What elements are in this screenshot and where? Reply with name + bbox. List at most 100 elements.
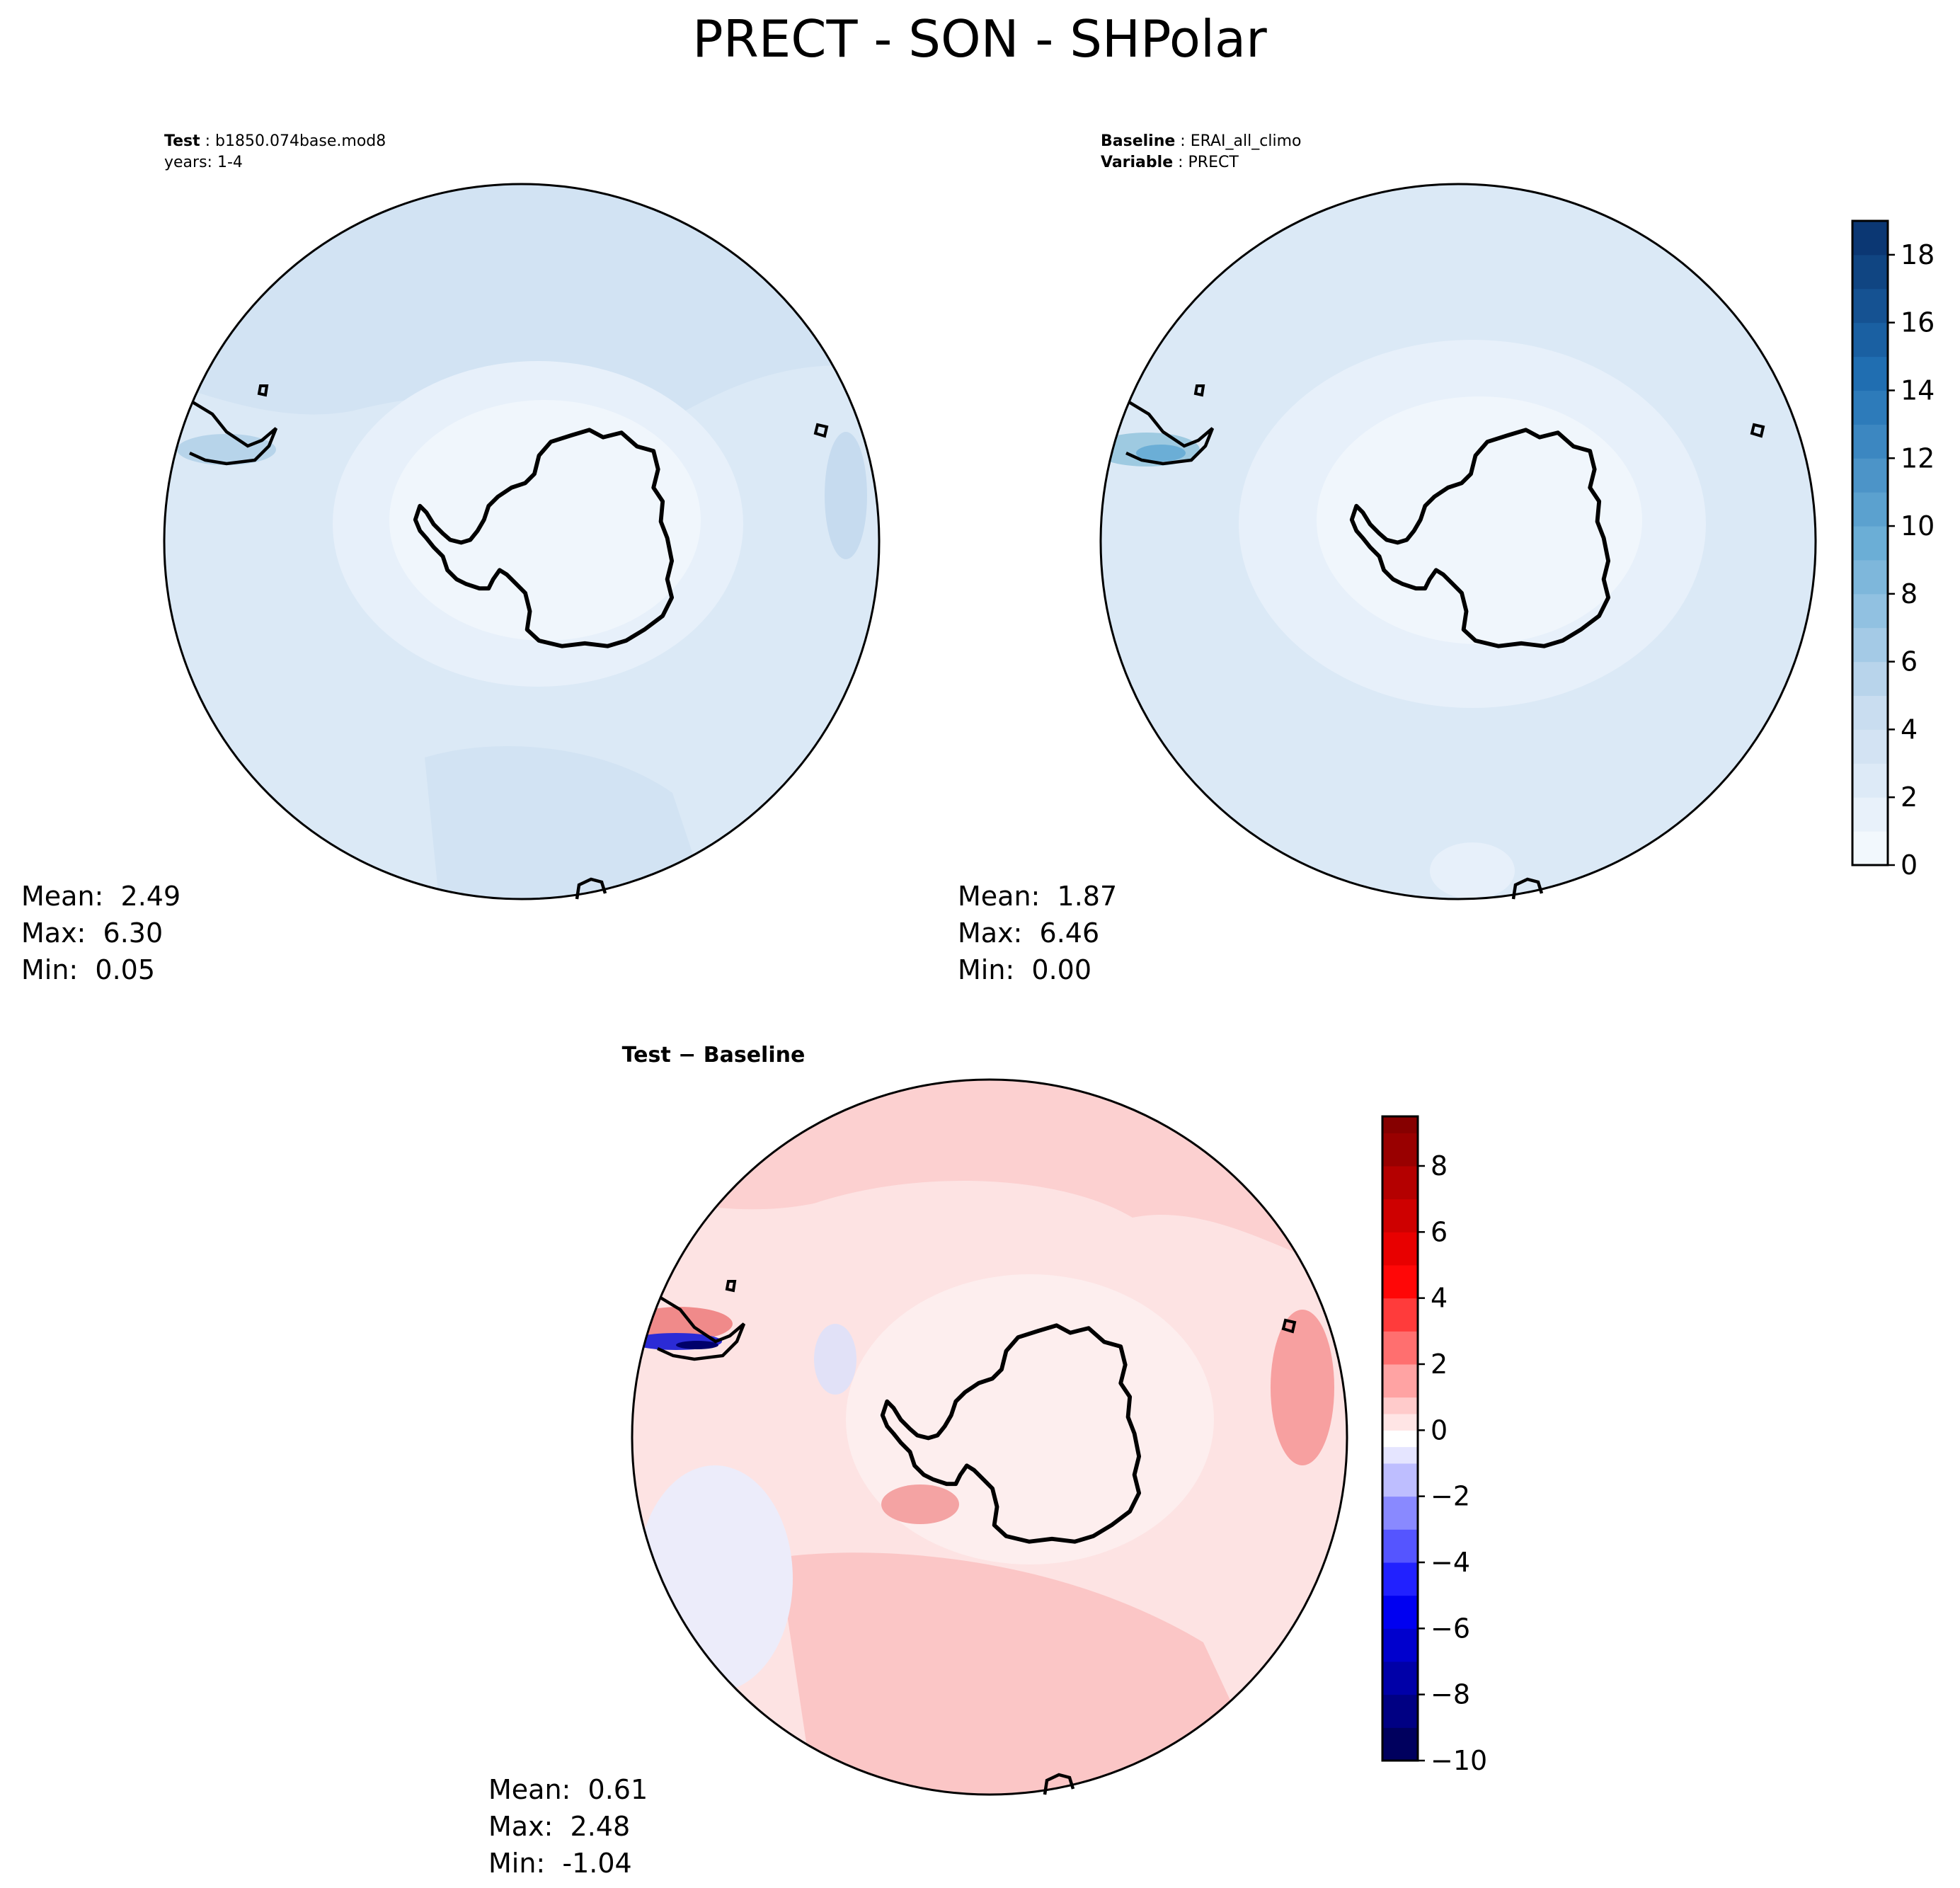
colorbar-blues-tick-label: 0 [1901, 849, 1918, 881]
field-peak [1136, 445, 1186, 462]
field-band-high [825, 432, 867, 559]
coastline-south-america [189, 401, 278, 466]
baseline-mean-value: 1.87 [1057, 881, 1118, 912]
min-label: Min: [488, 1848, 546, 1879]
variable-name: PRECT [1188, 154, 1239, 171]
colorbar-blues-tick-label: 6 [1901, 646, 1918, 677]
difference-stats: Mean: 0.61 Max: 2.48 Min: -1.04 [488, 1771, 648, 1882]
colorbar-blues-level [1852, 288, 1888, 324]
colorbar-diverging-level [1382, 1496, 1418, 1530]
colorbar-diverging-tick-label: 8 [1431, 1150, 1448, 1182]
panel-baseline-map [1099, 183, 1817, 900]
mean-label: Mean: [958, 881, 1041, 912]
colorbar-blues-level [1852, 695, 1888, 730]
colorbar-diverging-level [1382, 1414, 1418, 1431]
colorbar-blues-tick-label: 18 [1901, 239, 1935, 270]
baseline-min-value: 0.00 [1031, 954, 1092, 985]
difference-min-value: -1.04 [562, 1848, 632, 1879]
test-panel-header: Test : b1850.074base.mod8 years: 1-4 [164, 131, 386, 173]
colorbar-diverging-level [1382, 1661, 1418, 1695]
colorbar-blues-level [1852, 458, 1888, 493]
field-band-lowest [389, 400, 701, 641]
colorbar-diverging-tick-label: −6 [1431, 1613, 1470, 1644]
colorbar-blues-level [1852, 424, 1888, 459]
colorbar-diverging-level [1382, 1446, 1418, 1464]
colorbar-blues-frame [1851, 219, 1889, 866]
colorbar-diverging-tick-label: −2 [1431, 1481, 1470, 1512]
coastline-island [257, 384, 269, 397]
min-label: Min: [958, 954, 1015, 985]
colorbar-blues-tick-label: 16 [1901, 307, 1935, 338]
panel-test-map [163, 183, 881, 900]
field-negative [814, 1324, 856, 1395]
field-band-low [1430, 842, 1515, 899]
test-case-name: b1850.074base.mod8 [215, 132, 386, 150]
colorbar-diverging-level [1382, 1116, 1418, 1133]
colorbar-blues: 0 2 4 6 8 10 12 14 16 18 [1851, 219, 1935, 881]
colorbar-blues-level [1852, 254, 1888, 290]
test-max-value: 6.30 [103, 917, 164, 949]
colorbar-diverging-tick-label: 0 [1431, 1414, 1448, 1446]
difference-panel-title: Test − Baseline [622, 1043, 806, 1068]
coastline-new-zealand [1511, 877, 1544, 900]
colorbar-blues-level [1852, 627, 1888, 663]
colorbar-diverging-level [1382, 1562, 1418, 1596]
colorbar-diverging-tick-label: −4 [1431, 1547, 1470, 1578]
colorbar-blues-level [1852, 221, 1888, 256]
figure-title: PRECT - SON - SHPolar [692, 9, 1267, 69]
max-label: Max: [21, 917, 86, 949]
colorbar-blues-tick-label: 4 [1901, 714, 1918, 745]
colorbar-diverging-level [1382, 1198, 1418, 1232]
baseline-header-label: Baseline [1101, 132, 1176, 150]
baseline-case-name: ERAI_all_climo [1190, 132, 1302, 150]
colorbar-blues-level [1852, 526, 1888, 561]
colorbar-diverging-level [1382, 1727, 1418, 1761]
max-label: Max: [488, 1811, 554, 1842]
map-boundary [163, 183, 881, 900]
colorbar-diverging-tick-label: −10 [1431, 1745, 1487, 1776]
field-positive-peak [881, 1484, 959, 1524]
colorbar-diverging-tick-label: 6 [1431, 1216, 1448, 1247]
coastline-new-zealand [1043, 1773, 1075, 1795]
colorbar-blues-level [1852, 797, 1888, 832]
panel-difference-map [631, 1078, 1348, 1796]
test-years: years: 1-4 [164, 154, 243, 171]
colorbar-diverging-level [1382, 1397, 1418, 1414]
max-label: Max: [958, 917, 1023, 949]
colorbar-blues-tick-label: 14 [1901, 374, 1935, 406]
colorbar-blues-tick-label: 8 [1901, 578, 1918, 610]
colorbar-diverging-level [1382, 1166, 1418, 1200]
colorbar-diverging-level [1382, 1628, 1418, 1662]
colorbar-blues-level [1852, 356, 1888, 391]
colorbar-blues-level [1852, 661, 1888, 697]
map-boundary [631, 1078, 1348, 1796]
field-positive-peak [1271, 1310, 1334, 1465]
baseline-max-value: 6.46 [1039, 917, 1100, 949]
coastline-island [813, 423, 829, 438]
test-header-label: Test [164, 132, 200, 150]
colorbar-diverging-tick-label: −8 [1431, 1679, 1470, 1710]
colorbar-diverging-level [1382, 1232, 1418, 1266]
colorbar-diverging-level [1382, 1298, 1418, 1332]
coastline-south-america [657, 1296, 746, 1361]
colorbar-blues-level [1852, 322, 1888, 357]
colorbar-blues-level [1852, 492, 1888, 527]
colorbar-diverging: 8 6 4 2 0 −2 −4 −6 −8 −10 [1381, 1115, 1487, 1776]
coastline-new-zealand [575, 877, 607, 900]
coastline-south-america [1125, 401, 1215, 466]
test-min-value: 0.05 [95, 954, 156, 985]
colorbar-diverging-level [1382, 1595, 1418, 1629]
baseline-panel-header: Baseline : ERAI_all_climo Variable : PRE… [1101, 132, 1302, 171]
field-band-high [425, 746, 708, 899]
baseline-stats: Mean: 1.87 Max: 6.46 Min: 0.00 [958, 878, 1117, 988]
coastline-island [1193, 384, 1205, 397]
min-label: Min: [21, 954, 79, 985]
colorbar-blues-level [1852, 831, 1888, 866]
coastline-island [725, 1280, 737, 1293]
colorbar-diverging-tick-label: 2 [1431, 1349, 1448, 1380]
colorbar-blues-level [1852, 763, 1888, 798]
colorbar-diverging-level [1382, 1133, 1418, 1167]
variable-header-label: Variable [1101, 154, 1174, 171]
colorbar-blues-level [1852, 593, 1888, 629]
